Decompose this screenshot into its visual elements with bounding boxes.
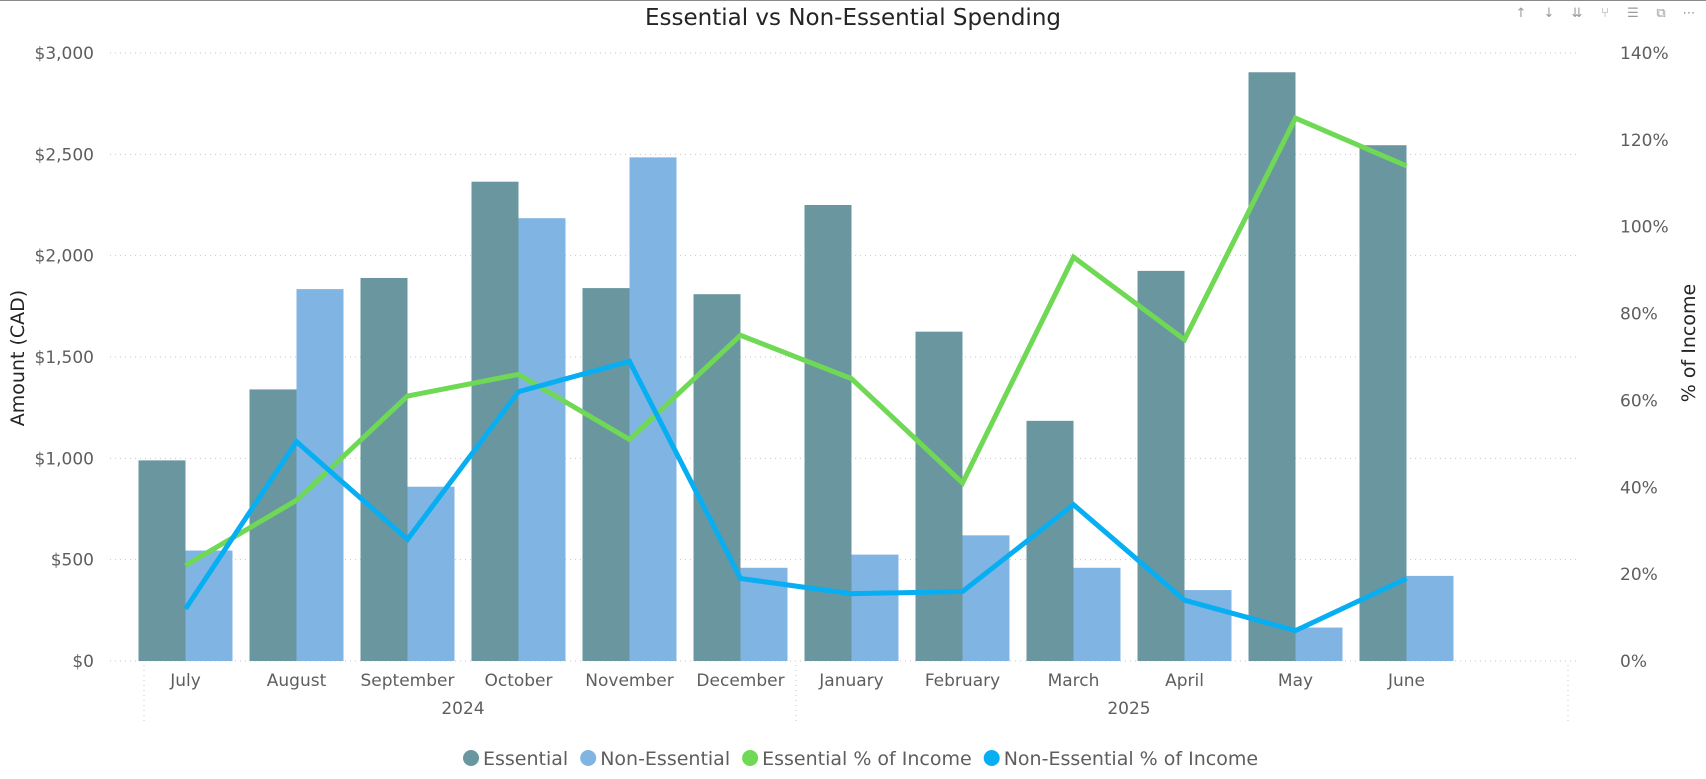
x-category-label: September (361, 671, 455, 691)
more-options-icon[interactable]: ⋯ (1682, 5, 1696, 21)
y-tick-label: $2,000 (35, 247, 94, 267)
y2-tick-label: 120% (1620, 131, 1669, 151)
essential-bar[interactable] (1359, 145, 1407, 662)
y2-axis-title: % of Income (1678, 284, 1700, 402)
non-essential-bar[interactable] (851, 554, 899, 661)
essential-bar[interactable] (360, 277, 408, 661)
legend-item-non-essential[interactable]: Non-Essential (600, 748, 730, 770)
y2-tick-label: 80% (1620, 305, 1658, 325)
x-category-label: March (1048, 671, 1100, 691)
drill-icon[interactable]: ⑂ (1601, 5, 1609, 21)
essential-bar[interactable] (1026, 420, 1074, 661)
essential-bar[interactable] (1137, 270, 1185, 661)
x-category-label: July (169, 671, 201, 691)
non-essential-bar[interactable] (962, 535, 1010, 661)
legend-item-essential-pct[interactable]: Essential % of Income (762, 748, 972, 770)
y2-tick-label: 0% (1620, 652, 1647, 672)
x-category-label: February (925, 671, 1000, 691)
x-category-label: November (585, 671, 673, 691)
non-essential-pct-line[interactable] (183, 358, 1408, 634)
non-essential-bar[interactable] (185, 550, 233, 661)
legend-marker (742, 750, 759, 766)
x-category-label: June (1387, 671, 1425, 691)
non-essential-bar[interactable] (1295, 627, 1343, 661)
x-category-label: August (267, 671, 327, 691)
x-category-label: May (1278, 671, 1313, 691)
essential-bar[interactable] (582, 288, 630, 661)
legend-marker (983, 750, 1000, 766)
filter-icon[interactable]: ☰ (1627, 5, 1639, 21)
y2-tick-label: 100% (1620, 218, 1669, 238)
y2-tick-label: 60% (1620, 391, 1658, 411)
non-essential-bar[interactable] (518, 218, 566, 661)
x-category-label: October (484, 671, 552, 691)
y-tick-label: $1,000 (35, 449, 94, 469)
visual-top-border (0, 0, 1706, 1)
x-category-label: December (696, 671, 784, 691)
visual-header-toolbar: ↑ ↓ ⇊ ⑂ ☰ ⧉ ⋯ (1510, 2, 1700, 24)
y2-tick-label: 40% (1620, 478, 1658, 498)
essential-pct-line[interactable] (184, 114, 1408, 568)
year-group-label: 2024 (441, 699, 484, 719)
y-axis-left: $0 $500 $1,000 $1,500 $2,000 $2,500 $3,000 (35, 44, 94, 672)
arrow-down-icon[interactable]: ↓ (1543, 5, 1555, 21)
essential-bar[interactable] (138, 460, 186, 661)
y-tick-label: $2,500 (35, 145, 94, 165)
chart-title: Essential vs Non-Essential Spending (645, 5, 1061, 31)
double-arrow-down-icon[interactable]: ⇊ (1571, 5, 1583, 21)
essential-bar[interactable] (804, 205, 852, 661)
essential-bar[interactable] (915, 331, 963, 661)
y-tick-label: $3,000 (35, 44, 94, 64)
y2-tick-label: 20% (1620, 565, 1658, 585)
y-tick-label: $0 (72, 652, 94, 672)
legend: Essential Non-Essential Essential % of Inc… (463, 748, 1258, 770)
lines-group (183, 114, 1408, 634)
y2-tick-label: 140% (1620, 44, 1669, 64)
non-essential-bar[interactable] (407, 486, 455, 661)
x-axis: July August September October November Decemb… (143, 665, 1569, 725)
legend-item-essential[interactable]: Essential (483, 748, 568, 770)
non-essential-bar[interactable] (1073, 567, 1121, 661)
year-group-label: 2025 (1107, 699, 1150, 719)
y-axis-right: 0% 20% 40% 60% 80% 100% 120% 140% (1620, 44, 1669, 672)
y-tick-label: $500 (51, 551, 94, 571)
essential-bar[interactable] (693, 294, 741, 661)
arrow-up-icon[interactable]: ↑ (1515, 5, 1527, 21)
focus-mode-icon[interactable]: ⧉ (1656, 5, 1666, 21)
legend-marker (580, 750, 597, 766)
bars-group (138, 72, 1454, 662)
legend-marker (463, 750, 479, 766)
legend-item-non-essential-pct[interactable]: Non-Essential % of Income (1004, 748, 1258, 770)
non-essential-bar[interactable] (1406, 575, 1454, 661)
x-category-label: January (818, 671, 883, 691)
y-axis-title: Amount (CAD) (7, 290, 29, 426)
x-category-label: April (1165, 671, 1204, 691)
y-tick-label: $1,500 (35, 348, 94, 368)
